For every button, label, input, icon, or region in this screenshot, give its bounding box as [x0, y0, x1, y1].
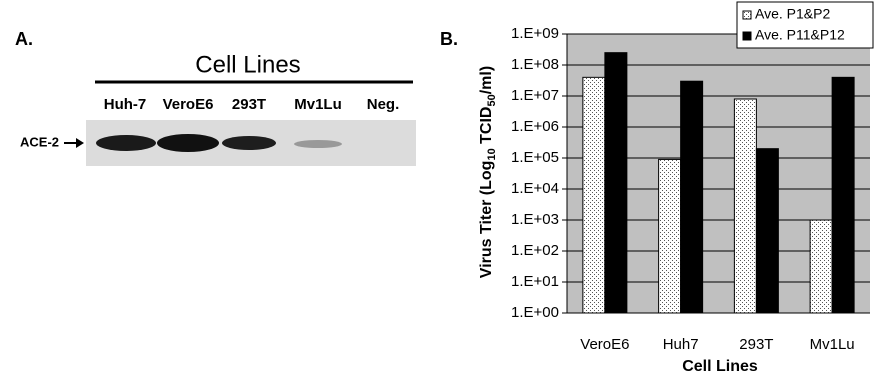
legend-label: Ave. P1&P2	[755, 6, 830, 22]
bar	[605, 53, 627, 313]
y-tick-label: 1.E+02	[511, 242, 559, 259]
lane-label: Mv1Lu	[294, 96, 342, 113]
lane-label: 293T	[232, 96, 266, 113]
legend-swatch	[743, 11, 751, 19]
x-tick-label: Huh7	[663, 336, 699, 353]
page: {"panel_a": {"label": "A.", "title": "Ce…	[0, 0, 874, 376]
bar	[659, 159, 681, 313]
y-tick-label: 1.E+03	[511, 211, 559, 228]
x-tick-label: Mv1Lu	[810, 336, 855, 353]
y-title-part: TCID	[478, 107, 495, 149]
y-title-part: Virus Titer (Log	[478, 161, 495, 279]
arrow-head	[76, 138, 84, 148]
blot-band	[222, 136, 276, 150]
y-tick-label: 1.E+08	[511, 56, 559, 73]
lane-label: VeroE6	[163, 96, 214, 113]
y-tick-label: 1.E+00	[511, 304, 559, 321]
lane-label: Neg.	[367, 96, 400, 113]
panel-label: B.	[440, 29, 458, 49]
bar	[810, 220, 832, 313]
y-title-sub: 10	[486, 148, 498, 160]
blot-band	[294, 140, 342, 148]
bar	[583, 77, 605, 313]
panel-label: A.	[15, 29, 33, 49]
y-title-part: /ml)	[478, 66, 495, 94]
bar	[734, 99, 756, 313]
y-tick-label: 1.E+01	[511, 273, 559, 290]
legend-label: Ave. P11&P12	[755, 27, 845, 43]
blot-band	[96, 135, 156, 151]
legend-swatch	[743, 32, 751, 40]
blot-band	[157, 134, 219, 152]
figure: A. Cell Lines Huh-7 VeroE6 293T Mv1Lu Ne…	[0, 0, 874, 376]
y-title-sub: 50	[486, 94, 498, 106]
x-tick-label: 293T	[739, 336, 773, 353]
x-tick-label: VeroE6	[580, 336, 629, 353]
blot-title: Cell Lines	[195, 51, 300, 78]
bar	[681, 81, 703, 313]
y-tick-label: 1.E+07	[511, 87, 559, 104]
y-tick-label: 1.E+06	[511, 118, 559, 135]
y-tick-label: 1.E+09	[511, 25, 559, 42]
bar	[756, 149, 778, 313]
bar	[832, 77, 854, 313]
y-tick-label: 1.E+04	[511, 180, 559, 197]
x-axis-title: Cell Lines	[682, 358, 758, 375]
band-label: ACE-2	[20, 134, 59, 149]
y-tick-label: 1.E+05	[511, 149, 559, 166]
y-axis-title: Virus Titer (Log10 TCID50/ml)	[478, 66, 498, 278]
lane-label: Huh-7	[104, 96, 147, 113]
plot: 1.E+00 1.E+01 1.E+02 1.E+03 1.E+04 1.E+05 1.E+…	[511, 2, 873, 353]
